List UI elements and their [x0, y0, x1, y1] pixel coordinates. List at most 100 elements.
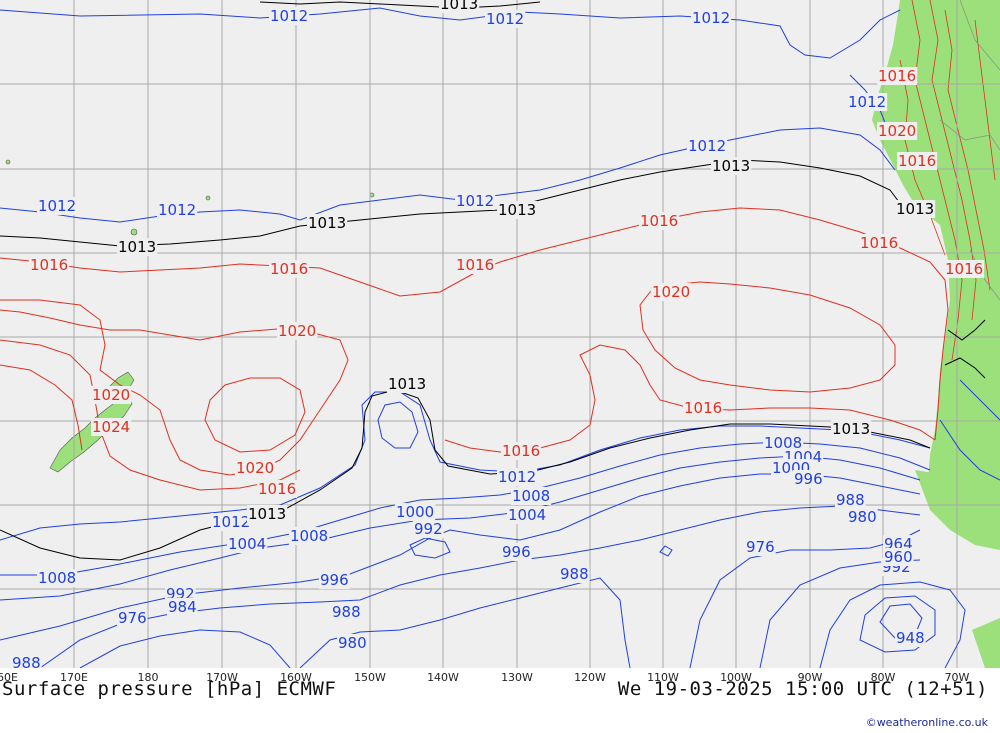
isobar-label-halo [511, 487, 552, 505]
isobar-label-halo [455, 256, 496, 274]
isobar-label-halo [29, 256, 70, 274]
isobar-label: 1012 [212, 513, 250, 531]
isobar-label: 1016 [945, 260, 983, 278]
isobar-label-halo [859, 234, 900, 252]
isobar-label-halo [117, 238, 158, 256]
credit-link[interactable]: ©weatheronline.co.uk [865, 716, 988, 729]
isobar-label: 1000 [396, 503, 434, 521]
isobar-label-halo [439, 0, 480, 13]
map-title: Surface pressure [hPa] ECMWF [2, 678, 337, 700]
isobar-label: 1016 [860, 234, 898, 252]
isobar-label-halo [745, 538, 776, 556]
longitude-label: 120W [574, 671, 606, 684]
isobar-label-halo [167, 598, 198, 616]
isobar-label: 1020 [278, 322, 316, 340]
isobar-label: 988 [12, 654, 41, 668]
longitude-label: 70W [944, 671, 970, 684]
isobar-label-halo [211, 513, 252, 531]
isobar-label-halo [944, 260, 985, 278]
isobar-label-halo [895, 629, 926, 647]
isobar-label: 1012 [38, 197, 76, 215]
isobar-label-halo [501, 442, 542, 460]
isobar-label-halo [37, 569, 78, 587]
isobar-label: 996 [502, 543, 531, 561]
isobar-label: 1013 [832, 420, 870, 438]
isobar-label: 1013 [388, 375, 426, 393]
longitude-label: 90W [797, 671, 823, 684]
isobar-label-halo [883, 548, 914, 566]
isobar-label-halo [793, 470, 824, 488]
isobar-label: 988 [836, 491, 865, 509]
isobars-high [0, 207, 949, 491]
map-footer: 160E 170E 180 170W 160W 150W 140W 130W 1… [0, 668, 1000, 733]
isobar-label: 1020 [236, 459, 274, 477]
isobar-label: 988 [332, 603, 361, 621]
isobar-label-halo [651, 283, 692, 301]
longitude-label: 170W [206, 671, 238, 684]
isobar-label: 1016 [898, 152, 936, 170]
isobar-label-halo [319, 571, 350, 589]
isobar-label: 1013 [308, 214, 346, 232]
isobar-label-halo [711, 157, 752, 175]
isobar-label-halo [331, 603, 362, 621]
isobar-label-halo [559, 565, 590, 583]
isobar-label: 1012 [692, 9, 730, 27]
isobar-label: 1008 [38, 569, 76, 587]
isobar-label: 976 [118, 609, 147, 627]
isobar-label-halo [117, 609, 148, 627]
longitude-label: 100W [720, 671, 752, 684]
isobar-label-halo [895, 200, 936, 218]
isobar-label: 992 [414, 520, 443, 538]
isobar-label-halo [897, 152, 938, 170]
isobar-label-halo [257, 480, 298, 498]
isobar-label: 1016 [502, 442, 540, 460]
isobar-label: 1024 [92, 418, 130, 436]
longitude-label: 80W [870, 671, 896, 684]
isobar-label: 1013 [248, 505, 286, 523]
isobar-label: 1008 [512, 487, 550, 505]
isobar-label: 1008 [764, 434, 802, 452]
isobar-label: 1008 [290, 527, 328, 545]
isobar-label-halo [289, 527, 330, 545]
isobar-label: 1016 [878, 67, 916, 85]
isobar-label: 1012 [688, 137, 726, 155]
isobar-label-halo [831, 420, 872, 438]
isobar-label: 1016 [456, 256, 494, 274]
longitude-label: 110W [647, 671, 679, 684]
isobar-label-halo [485, 10, 526, 28]
isobar-label: 1013 [118, 238, 156, 256]
isobar-label-halo [91, 386, 132, 404]
isobar-label-halo [691, 9, 732, 27]
isobar-label: 996 [794, 470, 823, 488]
longitude-label: 160W [280, 671, 312, 684]
isobar-label: 1016 [640, 212, 678, 230]
isobar-label-halo [395, 503, 436, 521]
isobar-label-halo [497, 201, 538, 219]
isobar-label: 1004 [508, 506, 546, 524]
isobar-label-halo [455, 192, 496, 210]
isobar-label: 1012 [456, 192, 494, 210]
isobar-label-halo [687, 137, 728, 155]
isobar-label: 1016 [270, 260, 308, 278]
longitude-label: 160E [0, 671, 18, 684]
isobars-1013 [0, 1, 986, 561]
isobar-label-halo [683, 399, 724, 417]
isobar-label: 948 [896, 629, 925, 647]
isobar-label: 1013 [712, 157, 750, 175]
isobar-label-halo [507, 506, 548, 524]
isobar-label: 1012 [498, 468, 536, 486]
isobar-label-halo [277, 322, 318, 340]
isobar-label-halo [835, 491, 866, 509]
isobar-label-halo [247, 505, 288, 523]
isobar-label-halo [91, 418, 132, 436]
longitude-label: 140W [427, 671, 459, 684]
isobar-label-halo [227, 535, 268, 553]
isobar-label-halo [497, 468, 538, 486]
isobar-label-halo [639, 212, 680, 230]
isobar-label-halo [413, 520, 444, 538]
isobar-label: 1020 [92, 386, 130, 404]
isobar-label-halo [269, 7, 310, 25]
pressure-map: 1012 1012 1012 1012 1012 1012 1012 1012 … [0, 0, 1000, 668]
isobar-label: 996 [320, 571, 349, 589]
isobar-label-halo [269, 260, 310, 278]
